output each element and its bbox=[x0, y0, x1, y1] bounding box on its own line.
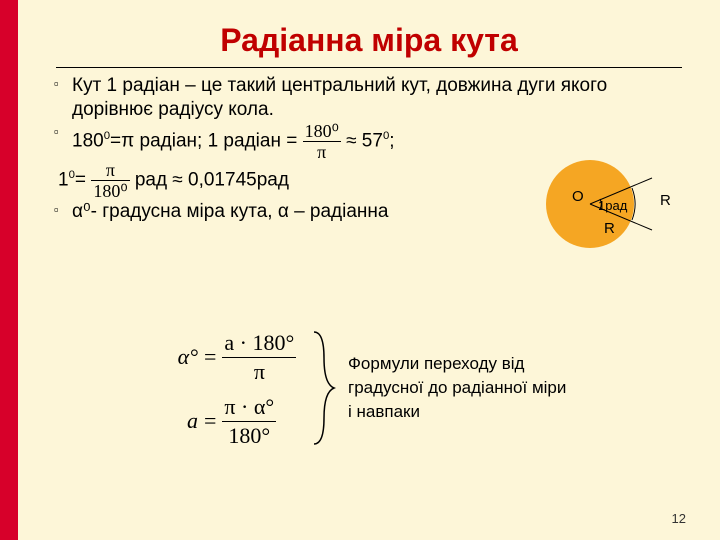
page-number: 12 bbox=[672, 511, 686, 526]
frac-bar bbox=[222, 357, 296, 358]
frac-num: π · α° bbox=[222, 394, 276, 420]
curly-brace-icon bbox=[308, 328, 336, 448]
bullet-2-t1: =π радіан; 1 радіан = bbox=[110, 130, 297, 151]
slide-title: Радіанна міра кута bbox=[18, 0, 720, 59]
bullet-3-prefix: 1 bbox=[58, 169, 69, 190]
title-divider bbox=[56, 67, 682, 68]
equals-sign: = bbox=[198, 344, 222, 370]
accent-stripe bbox=[0, 0, 18, 540]
bullet-1-text: Кут 1 радіан – це такий центральний кут,… bbox=[72, 75, 607, 120]
frac-num: 180⁰ bbox=[303, 122, 341, 140]
label-R-inner: R bbox=[604, 220, 615, 237]
bullet-3-t1: рад ≈ 0,01745рад bbox=[135, 169, 289, 190]
frac-pi-over-180: π 180⁰ bbox=[91, 161, 129, 200]
square-bullet-icon: ▫ bbox=[54, 76, 59, 92]
frac-den: π bbox=[303, 143, 341, 161]
frac-den: π bbox=[222, 359, 296, 385]
formula-lhs: a bbox=[148, 408, 198, 434]
frac-den: 180° bbox=[222, 423, 276, 449]
frac-a180-pi: a · 180° π bbox=[222, 330, 296, 385]
caption-line-2: градусної до радіанної міри bbox=[348, 376, 598, 400]
formula-lhs: α° bbox=[148, 344, 198, 370]
bullet-2-t3: ; bbox=[389, 130, 394, 151]
bullet-4-text: α⁰- градусна міра кута, α – радіанна bbox=[72, 201, 389, 222]
frac-num: a · 180° bbox=[222, 330, 296, 356]
slide-main: Радіанна міра кута ▫ Кут 1 радіан – це т… bbox=[18, 0, 720, 540]
square-bullet-icon: ▫ bbox=[54, 202, 59, 218]
conversion-formulas: α° = a · 180° π a = π · α° 1 bbox=[148, 320, 296, 458]
square-bullet-icon: ▫ bbox=[54, 124, 59, 140]
slide: Радіанна міра кута ▫ Кут 1 радіан – це т… bbox=[0, 0, 720, 540]
equals-sign: = bbox=[198, 408, 222, 434]
formula-deg-from-rad: α° = a · 180° π bbox=[148, 330, 296, 384]
label-O: О bbox=[572, 188, 584, 205]
frac-num: π bbox=[91, 161, 129, 179]
bullet-2-t2: ≈ 57 bbox=[346, 130, 383, 151]
bullet-3-eq: = bbox=[75, 169, 86, 190]
frac-pi-alpha-180: π · α° 180° bbox=[222, 394, 276, 449]
formula-rhs: a · 180° π bbox=[222, 330, 296, 385]
frac-den: 180⁰ bbox=[91, 182, 129, 200]
formula-rad-from-deg: a = π · α° 180° bbox=[148, 394, 296, 448]
caption-line-3: і навпаки bbox=[348, 400, 598, 424]
bullet-2-prefix: 180 bbox=[72, 130, 104, 151]
formula-caption: Формули переходу від градусної до радіан… bbox=[348, 352, 598, 423]
frac-bar bbox=[222, 421, 276, 422]
radian-diagram: О 1рад R R bbox=[542, 148, 692, 268]
caption-line-1: Формули переходу від bbox=[348, 352, 598, 376]
formula-rhs: π · α° 180° bbox=[222, 394, 276, 449]
frac-180-over-pi: 180⁰ π bbox=[303, 122, 341, 161]
label-1rad: 1рад bbox=[598, 198, 627, 213]
label-R-outer: R bbox=[660, 192, 671, 209]
bullet-1: ▫ Кут 1 радіан – це такий центральний ку… bbox=[58, 74, 632, 122]
